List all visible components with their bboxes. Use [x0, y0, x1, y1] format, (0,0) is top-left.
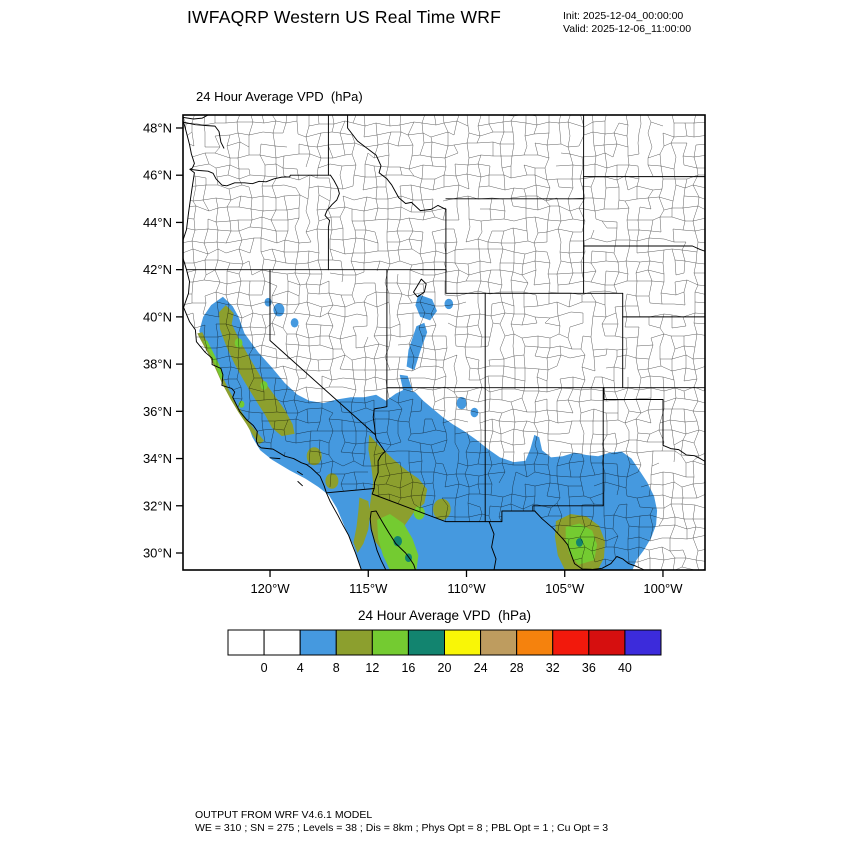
colorbar-tick-label: 40: [618, 661, 632, 675]
colorbar: 24 Hour Average VPD (hPa) 0 4 8 12 16 20 24 28 32…: [227, 608, 662, 675]
vpd-region-nw-nevada-speck-1: [273, 303, 285, 317]
vpd-region-southwest-low-vpd: [199, 296, 658, 570]
lat-tick-label: 44°N: [143, 215, 172, 230]
lat-tick-label: 42°N: [143, 262, 172, 277]
lat-tick-label: 30°N: [143, 545, 172, 560]
colorbar-cell: [227, 629, 265, 656]
colorbar-tick-label: 36: [582, 661, 596, 675]
gulf-of-california-coastline: [369, 510, 416, 570]
lat-tick-label: 34°N: [143, 451, 172, 466]
run-times: Init: 2025-12-04_00:00:00 Valid: 2025-12…: [563, 10, 691, 35]
footer-model-line: OUTPUT FROM WRF V4.6.1 MODEL: [195, 809, 373, 821]
colorbar-cell: [516, 629, 554, 656]
border-son-chih: [488, 521, 497, 570]
vpd-region-coast-range-streak: [203, 340, 224, 380]
map-axes: 48°N 46°N 44°N 42°N 40°N 38°N 36°N 34°N 32°N 30°N…: [143, 114, 706, 596]
colorbar-cell: [299, 629, 337, 656]
border-us-mexico-west: [325, 488, 536, 523]
lat-tick-label: 38°N: [143, 357, 172, 372]
colorbar-cell: [335, 629, 373, 656]
vpd-region-socal-inland-2: [325, 473, 339, 489]
map-title: 24 Hour Average VPD (hPa): [196, 89, 363, 104]
lon-tick-label: 120°W: [250, 581, 290, 596]
colorbar-tick-label: 0: [261, 661, 268, 675]
lat-tick-label: 32°N: [143, 498, 172, 513]
border-id-mt: [347, 115, 447, 212]
vpd-region-uinta-speck: [444, 298, 454, 310]
lon-tick-label: 115°W: [349, 581, 388, 596]
border-nv-az-colorado-river: [372, 387, 388, 436]
colorbar-cell: [407, 629, 446, 656]
page-title: IWFAQRP Western US Real Time WRF: [187, 7, 501, 27]
vpd-region-ne-arizona-speck-2: [470, 407, 479, 418]
border-nm-tx: [532, 387, 604, 512]
baja-west-coastline: [325, 492, 362, 570]
border-or-id-snake: [324, 174, 340, 271]
colorbar-cell: [624, 629, 662, 656]
vpd-region-central-utah-streak: [406, 322, 428, 370]
footer: OUTPUT FROM WRF V4.6.1 MODEL WE = 310 ; …: [195, 809, 608, 835]
lon-tick-label: 110°W: [447, 581, 486, 596]
colorbar-title: 24 Hour Average VPD (hPa): [358, 608, 531, 623]
colorbar-cell: [263, 629, 301, 656]
lat-tick-label: 36°N: [143, 404, 172, 419]
colorbar-cell: [371, 629, 409, 656]
border-great-salt-lake: [413, 278, 427, 298]
lon-tick-label: 100°W: [643, 581, 683, 596]
colorbar-tick-label: 12: [365, 661, 379, 675]
valid-time: Valid: 2025-12-06_11:00:00: [563, 22, 692, 35]
border-ca-nv-ca-az: [269, 269, 386, 489]
vpd-region-az-border-spot: [413, 506, 425, 520]
pacific-coastline: [183, 120, 327, 494]
colorbar-tick-label: 8: [333, 661, 340, 675]
colorbar-cell: [552, 629, 590, 656]
colorbar-tick-label: 16: [401, 661, 415, 675]
vpd-region-wasatch-patch: [415, 294, 437, 321]
colorbar-tick-label: 20: [438, 661, 452, 675]
colorbar-cell: [480, 629, 518, 656]
footer-config-line: WE = 310 ; SN = 275 ; Levels = 38 ; Dis …: [195, 822, 609, 834]
vpd-region-baja-spine: [353, 497, 371, 553]
vpd-region-big-bend-core: [576, 538, 583, 547]
state-and-coast-lines: [183, 115, 705, 570]
vpd-region-nw-nevada-speck-2: [290, 318, 299, 328]
border-strait-puget: [183, 121, 225, 149]
border-sd-ne: [583, 245, 705, 252]
lat-tick-label: 48°N: [143, 120, 172, 135]
border-channel-islands-1: [269, 457, 281, 460]
vpd-region-valley-spot-2: [260, 381, 268, 390]
colorbar-tick-label: 4: [297, 661, 304, 675]
colorbar-cell: [444, 629, 482, 656]
init-time: Init: 2025-12-04_00:00:00: [563, 10, 684, 22]
lon-tick-label: 105°W: [545, 581, 585, 596]
border-wa-or-columbia: [189, 168, 331, 187]
lat-tick-label: 46°N: [143, 168, 172, 183]
border-channel-islands-3: [297, 481, 303, 487]
colorbar-tick-label: 24: [474, 661, 488, 675]
vpd-region-ne-arizona-speck-1: [456, 397, 467, 410]
colorbar-tick-label: 28: [510, 661, 524, 675]
border-channel-islands-2: [297, 471, 303, 476]
lat-tick-label: 40°N: [143, 309, 172, 324]
colorbar-cell: [588, 629, 626, 656]
colorbar-tick-label: 32: [546, 661, 560, 675]
border-ok-tx-panhandle: [603, 387, 705, 462]
border-vancouver-island-coast: [183, 115, 209, 120]
